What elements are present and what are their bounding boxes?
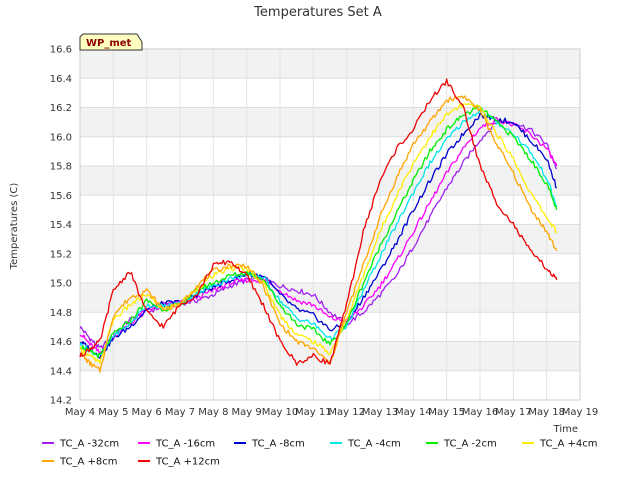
x-tick-label: May 18	[528, 407, 565, 418]
y-tick-label: 16.4	[50, 74, 72, 85]
badge-label: WP_met	[86, 38, 132, 49]
plot-band	[80, 49, 580, 79]
y-tick-label: 16.6	[50, 45, 72, 56]
legend-label: TC_A -32cm	[59, 439, 119, 450]
plot-band	[80, 224, 580, 254]
grid-lines	[79, 48, 581, 401]
legend-label: TC_A +12cm	[155, 457, 220, 468]
y-tick-label: 15.2	[50, 249, 72, 260]
legend-item: TC_A +12cm	[138, 457, 220, 468]
plot-band	[80, 195, 580, 225]
y-tick-label: 15.6	[50, 191, 72, 202]
x-tick-label: May 10	[262, 407, 299, 418]
x-axis-ticks: May 4 May 5 May 6 May 7 May 8 May 9 May 10May …	[65, 407, 598, 418]
legend-item: TC_A +4cm	[522, 439, 598, 450]
legend-item: TC_A -32cm	[42, 439, 119, 450]
x-tick-label: May 11	[295, 407, 332, 418]
series-line-tc-a-8cm	[79, 95, 558, 373]
y-axis-title: Temperatures (C)	[9, 183, 20, 271]
y-tick-label: 16.2	[50, 103, 72, 114]
y-tick-label: 15.4	[50, 220, 72, 231]
y-tick-label: 14.6	[50, 337, 72, 348]
series-line-tc-a-16cm	[79, 116, 558, 354]
plot-bands	[80, 49, 580, 400]
x-tick-label: May 12	[328, 407, 365, 418]
series-lines	[79, 78, 558, 373]
site-badge: WP_met	[79, 33, 143, 51]
legend-item: TC_A -8cm	[234, 439, 305, 450]
x-tick-label: May 7	[165, 407, 195, 418]
legend-label: TC_A -16cm	[155, 439, 215, 450]
legend-label: TC_A -4cm	[347, 439, 401, 450]
x-axis-title: Time	[553, 424, 578, 435]
y-axis-ticks: 14.2 14.4 14.6 14.8 15.0 15.2 15.4 15.6 15.8 16.0…	[50, 45, 72, 407]
y-tick-label: 15.0	[50, 279, 72, 290]
y-tick-label: 14.2	[50, 396, 72, 407]
plot-frame	[79, 48, 581, 401]
legend-item: TC_A -2cm	[426, 439, 497, 450]
chart-title: Temperatures Set A	[253, 5, 382, 20]
legend-item: TC_A -16cm	[138, 439, 215, 450]
y-tick-label: 14.4	[50, 366, 72, 377]
plot-band	[80, 370, 580, 400]
x-tick-label: May 14	[395, 407, 432, 418]
y-tick-label: 16.0	[50, 132, 72, 143]
x-tick-label: May 19	[562, 407, 599, 418]
legend-item: TC_A -4cm	[330, 439, 401, 450]
x-tick-label: May 8	[198, 407, 228, 418]
x-tick-label: May 5	[98, 407, 128, 418]
legend-label: TC_A +8cm	[59, 457, 118, 468]
plot-band	[80, 136, 580, 166]
plot-band	[80, 341, 580, 371]
x-tick-label: May 17	[495, 407, 532, 418]
legend-label: TC_A +4cm	[539, 439, 598, 450]
plot-band	[80, 78, 580, 108]
plot-band	[80, 166, 580, 196]
legend-label: TC_A -8cm	[251, 439, 305, 450]
plot-band	[80, 253, 580, 283]
y-tick-label: 15.8	[50, 162, 72, 173]
series-line-tc-a-12cm	[79, 78, 558, 366]
series-line-tc-a-4cm	[79, 103, 558, 364]
y-tick-label: 14.8	[50, 308, 72, 319]
chart-legend: TC_A -32cm TC_A -16cm TC_A -8cm TC_A -4cm TC…	[42, 439, 598, 468]
x-tick-label: May 16	[462, 407, 499, 418]
x-tick-label: May 9	[232, 407, 262, 418]
legend-label: TC_A -2cm	[443, 439, 497, 450]
x-tick-label: May 13	[362, 407, 399, 418]
badge-shape	[79, 33, 143, 51]
x-tick-label: May 6	[132, 407, 162, 418]
x-tick-label: May 15	[428, 407, 465, 418]
legend-item: TC_A +8cm	[42, 457, 118, 468]
x-tick-label: May 4	[65, 407, 95, 418]
